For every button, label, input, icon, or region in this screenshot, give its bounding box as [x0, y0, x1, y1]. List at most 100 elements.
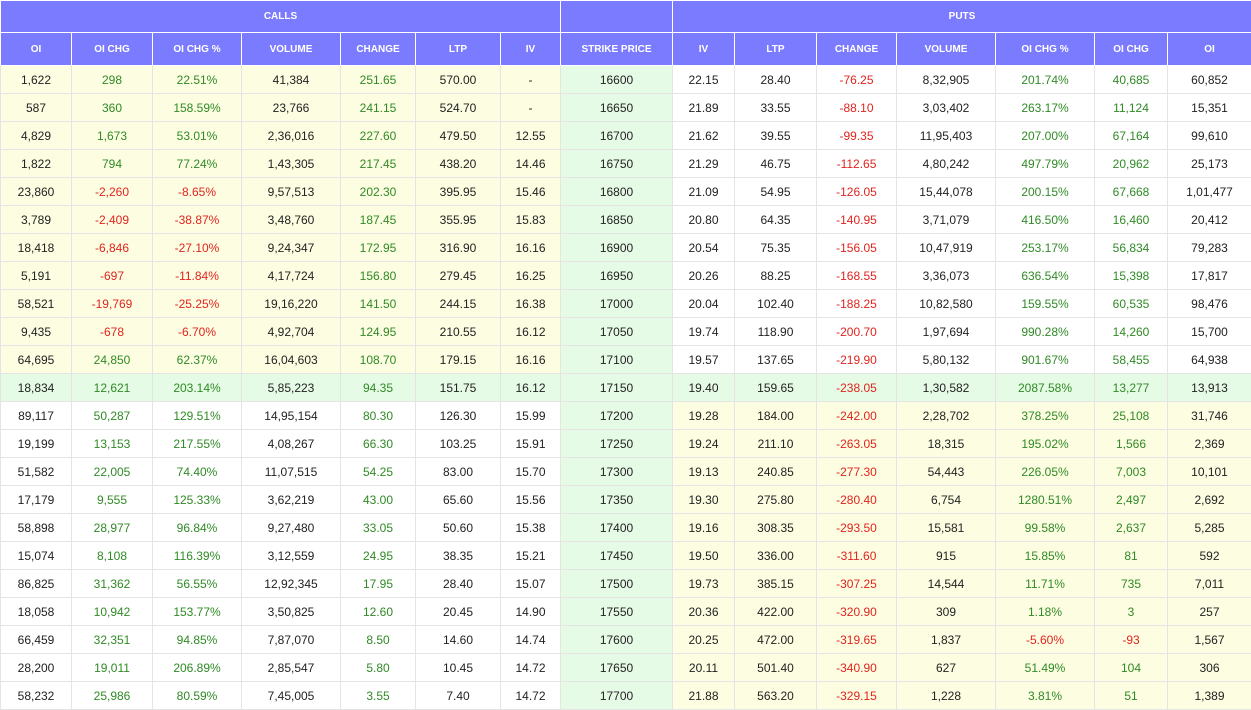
put-oi-chg-cell: 735: [1095, 570, 1168, 598]
call-iv-cell: 14.72: [501, 654, 561, 682]
strike-price-cell: 16950: [561, 262, 673, 290]
put-oi-chg-pct-header[interactable]: OI CHG %: [996, 33, 1095, 66]
strike-price-cell: 17400: [561, 514, 673, 542]
call-oi-chg-pct-cell: 77.24%: [153, 150, 242, 178]
call-oi-chg-pct-cell: 153.77%: [153, 598, 242, 626]
put-ltp-cell: 184.00: [735, 402, 817, 430]
put-volume-cell: 3,03,402: [897, 94, 996, 122]
put-oi-chg-cell: 81: [1095, 542, 1168, 570]
put-oi-chg-header[interactable]: OI CHG: [1095, 33, 1168, 66]
put-oi-cell: 60,852: [1168, 66, 1251, 94]
call-volume-cell: 4,08,267: [242, 430, 341, 458]
call-oi-header[interactable]: OI: [1, 33, 72, 66]
call-oi-chg-cell: -19,769: [72, 290, 153, 318]
call-ltp-header[interactable]: LTP: [416, 33, 501, 66]
put-oi-chg-cell: 104: [1095, 654, 1168, 682]
call-ltp-cell: 83.00: [416, 458, 501, 486]
call-change-cell: 3.55: [341, 682, 416, 710]
put-oi-chg-cell: 1,566: [1095, 430, 1168, 458]
put-iv-cell: 19.28: [673, 402, 735, 430]
call-oi-chg-pct-cell: 62.37%: [153, 346, 242, 374]
call-change-cell: 227.60: [341, 122, 416, 150]
strike-group-header: [561, 1, 673, 33]
put-change-cell: -320.90: [817, 598, 897, 626]
put-ltp-cell: 46.75: [735, 150, 817, 178]
call-volume-cell: 3,62,219: [242, 486, 341, 514]
put-oi-cell: 10,101: [1168, 458, 1251, 486]
call-oi-cell: 64,695: [1, 346, 72, 374]
call-oi-cell: 58,898: [1, 514, 72, 542]
call-iv-cell: 15.21: [501, 542, 561, 570]
call-volume-cell: 19,16,220: [242, 290, 341, 318]
call-volume-header[interactable]: VOLUME: [242, 33, 341, 66]
put-iv-cell: 20.54: [673, 234, 735, 262]
put-ltp-cell: 422.00: [735, 598, 817, 626]
put-change-cell: -242.00: [817, 402, 897, 430]
calls-header: CALLS: [1, 1, 561, 33]
put-change-cell: -280.40: [817, 486, 897, 514]
call-oi-chg-pct-cell: 53.01%: [153, 122, 242, 150]
put-oi-chg-pct-cell: 497.79%: [996, 150, 1095, 178]
call-ltp-cell: 438.20: [416, 150, 501, 178]
put-ltp-header[interactable]: LTP: [735, 33, 817, 66]
put-iv-cell: 19.50: [673, 542, 735, 570]
put-iv-cell: 21.62: [673, 122, 735, 150]
put-volume-cell: 10,47,919: [897, 234, 996, 262]
strike-price-cell: 17450: [561, 542, 673, 570]
put-oi-chg-pct-cell: 159.55%: [996, 290, 1095, 318]
call-volume-cell: 41,384: [242, 66, 341, 94]
put-ltp-cell: 88.25: [735, 262, 817, 290]
put-change-cell: -263.05: [817, 430, 897, 458]
call-oi-cell: 1,622: [1, 66, 72, 94]
call-iv-header[interactable]: IV: [501, 33, 561, 66]
call-oi-chg-header[interactable]: OI CHG: [72, 33, 153, 66]
call-change-cell: 66.30: [341, 430, 416, 458]
call-volume-cell: 1,43,305: [242, 150, 341, 178]
strike-price-cell: 17050: [561, 318, 673, 346]
call-change-header[interactable]: CHANGE: [341, 33, 416, 66]
put-volume-header[interactable]: VOLUME: [897, 33, 996, 66]
put-iv-header[interactable]: IV: [673, 33, 735, 66]
call-iv-cell: 15.38: [501, 514, 561, 542]
put-change-cell: -329.15: [817, 682, 897, 710]
call-change-cell: 80.30: [341, 402, 416, 430]
strike-price-cell: 16750: [561, 150, 673, 178]
put-volume-cell: 8,32,905: [897, 66, 996, 94]
call-oi-chg-pct-cell: -6.70%: [153, 318, 242, 346]
put-oi-chg-pct-cell: 990.28%: [996, 318, 1095, 346]
put-volume-cell: 4,80,242: [897, 150, 996, 178]
call-oi-cell: 15,074: [1, 542, 72, 570]
call-oi-chg-pct-cell: -38.87%: [153, 206, 242, 234]
put-change-header[interactable]: CHANGE: [817, 33, 897, 66]
put-iv-cell: 19.13: [673, 458, 735, 486]
call-change-cell: 54.25: [341, 458, 416, 486]
put-change-cell: -140.95: [817, 206, 897, 234]
call-oi-chg-cell: 8,108: [72, 542, 153, 570]
call-oi-chg-pct-header[interactable]: OI CHG %: [153, 33, 242, 66]
strike-price-cell: 17500: [561, 570, 673, 598]
put-oi-chg-cell: 2,637: [1095, 514, 1168, 542]
put-iv-cell: 19.40: [673, 374, 735, 402]
strike-price-header[interactable]: STRIKE PRICE: [561, 33, 673, 66]
put-change-cell: -156.05: [817, 234, 897, 262]
call-volume-cell: 9,57,513: [242, 178, 341, 206]
put-oi-header[interactable]: OI: [1168, 33, 1251, 66]
call-ltp-cell: 7.40: [416, 682, 501, 710]
call-volume-cell: 23,766: [242, 94, 341, 122]
call-oi-cell: 18,418: [1, 234, 72, 262]
call-oi-chg-cell: 360: [72, 94, 153, 122]
call-oi-cell: 3,789: [1, 206, 72, 234]
strike-price-cell: 17100: [561, 346, 673, 374]
call-oi-cell: 5,191: [1, 262, 72, 290]
put-ltp-cell: 137.65: [735, 346, 817, 374]
call-iv-cell: 16.12: [501, 318, 561, 346]
put-oi-chg-pct-cell: 207.00%: [996, 122, 1095, 150]
call-oi-chg-cell: 50,287: [72, 402, 153, 430]
put-oi-chg-pct-cell: 636.54%: [996, 262, 1095, 290]
call-oi-chg-pct-cell: 22.51%: [153, 66, 242, 94]
